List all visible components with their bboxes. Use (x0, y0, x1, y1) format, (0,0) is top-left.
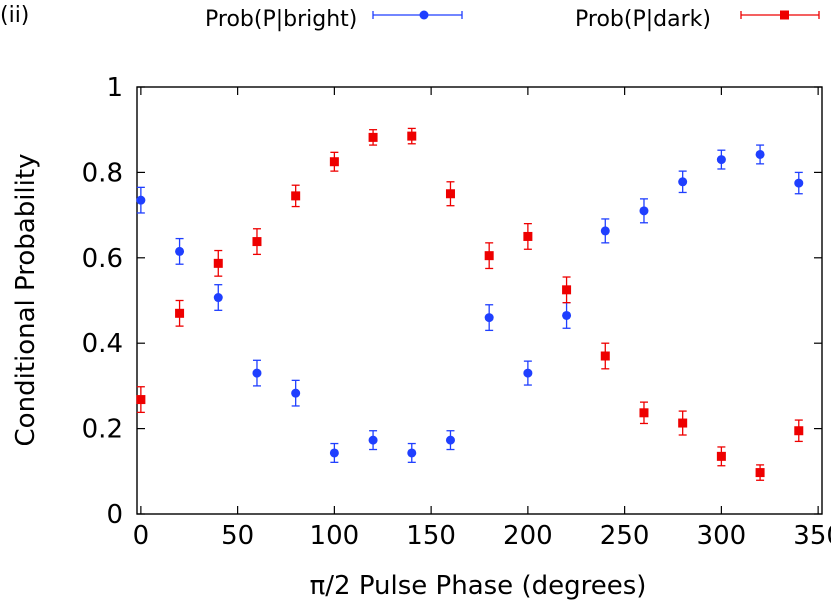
data-point (484, 251, 494, 261)
data-point (794, 178, 804, 188)
data-point (252, 237, 262, 247)
x-tick-label: 300 (697, 521, 747, 551)
data-point (639, 206, 649, 216)
y-tick-label: 0.8 (82, 158, 123, 188)
data-series (136, 127, 804, 481)
data-point (716, 451, 726, 461)
y-tick-label: 1 (106, 73, 123, 103)
data-point (175, 246, 185, 256)
data-point (600, 351, 610, 361)
data-point (368, 132, 378, 142)
data-point (407, 131, 417, 141)
data-point (755, 468, 765, 478)
data-point (445, 189, 455, 199)
data-point (445, 435, 455, 445)
data-point (523, 231, 533, 241)
legend: Prob(P|bright) Prob(P|dark) (205, 7, 820, 32)
y-tick-label: 0.6 (82, 244, 123, 274)
legend-label-dark: Prob(P|dark) (575, 7, 711, 32)
series-bright (136, 144, 804, 463)
series-dark (136, 127, 804, 481)
legend-marker-dark (780, 10, 789, 20)
x-tick-label: 350 (793, 521, 831, 551)
x-tick-label: 50 (221, 521, 254, 551)
x-axis-label: π/2 Pulse Phase (degrees) (310, 571, 647, 601)
x-tick-label: 0 (133, 521, 150, 551)
legend-label-bright: Prob(P|bright) (205, 7, 357, 32)
legend-entry-bright: Prob(P|bright) (205, 7, 463, 32)
plot-frame (136, 86, 823, 515)
data-point (562, 285, 572, 295)
x-tick-label: 250 (600, 521, 650, 551)
data-point (136, 195, 146, 205)
data-point (600, 226, 610, 236)
data-point (291, 388, 301, 398)
data-point (252, 368, 262, 378)
data-point (291, 191, 301, 201)
data-point (678, 177, 688, 187)
panel-label: (ii) (0, 3, 29, 28)
y-tick-label: 0 (106, 500, 123, 530)
data-point (484, 313, 494, 323)
data-point (678, 418, 688, 428)
legend-marker-bright (419, 10, 429, 20)
x-tick-label: 200 (503, 521, 553, 551)
y-tick-label: 0.4 (82, 329, 123, 359)
data-point (329, 448, 339, 458)
y-axis-label: Conditional Probability (11, 154, 41, 447)
data-point (639, 408, 649, 418)
axes: 0 50 100 150 200 250 300 350 0 0.2 0.4 0.6 0.8 1 (82, 73, 831, 551)
data-point (213, 293, 223, 303)
data-point (136, 395, 146, 405)
data-point (716, 155, 726, 165)
x-tick-label: 150 (406, 521, 456, 551)
data-point (175, 308, 185, 318)
data-point (755, 149, 765, 159)
data-point (213, 258, 223, 268)
data-point (794, 426, 804, 436)
x-tick-label: 100 (310, 521, 360, 551)
y-tick-label: 0.2 (82, 415, 123, 445)
data-point (407, 448, 417, 458)
legend-entry-dark: Prob(P|dark) (575, 7, 820, 32)
data-point (368, 435, 378, 445)
data-point (562, 310, 572, 320)
data-point (523, 368, 533, 378)
data-point (329, 157, 339, 167)
